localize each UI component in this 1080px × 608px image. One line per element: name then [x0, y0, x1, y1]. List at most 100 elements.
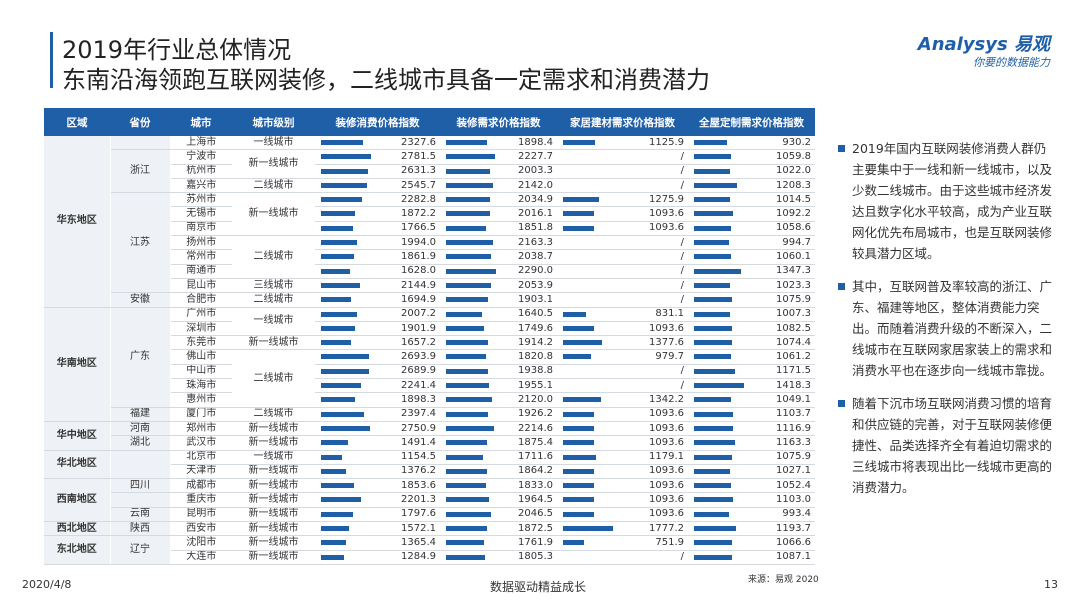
value-text: 1075.9	[776, 451, 811, 463]
index-bar	[446, 240, 494, 246]
value-text: 979.7	[655, 351, 684, 363]
value-cell: 2201.3	[315, 492, 440, 508]
value-text: 1049.1	[776, 393, 811, 405]
value-cell: /	[557, 149, 688, 165]
level-cell: 新一线城市	[232, 421, 315, 437]
value-cell: 1938.8	[440, 364, 557, 380]
value-text: 1766.5	[401, 222, 436, 234]
value-cell: 2781.5	[315, 149, 440, 165]
value-cell: 1058.6	[688, 221, 815, 237]
value-text: /	[680, 236, 684, 248]
index-bar	[694, 325, 733, 331]
title-accent	[50, 32, 53, 88]
table-row: 常州市 1861.9 2038.7 / 1060.1	[44, 249, 815, 265]
index-bar	[694, 254, 732, 260]
region-cell: 华中地区	[44, 421, 111, 451]
region-cell: 华北地区	[44, 450, 111, 480]
column-header: 区域	[44, 108, 110, 136]
value-text: 1093.6	[649, 322, 684, 334]
value-text: 1851.8	[518, 222, 553, 234]
value-cell: 2750.9	[315, 421, 440, 437]
value-cell: 2290.0	[440, 264, 557, 279]
region-cell: 西北地区	[44, 521, 111, 537]
city-cell: 厦门市	[170, 407, 232, 422]
value-cell: 1208.3	[688, 178, 815, 194]
value-text: 1103.0	[776, 494, 811, 506]
value-cell: 2007.2	[315, 307, 440, 322]
value-text: 1898.4	[518, 136, 553, 148]
index-bar	[446, 511, 491, 517]
index-bar	[563, 497, 594, 503]
value-text: 1082.5	[776, 322, 811, 334]
table-row: 扬州市 二线城市 1994.0 2163.3 / 994.7	[44, 235, 815, 279]
page-number: 13	[1044, 578, 1058, 591]
index-bar	[694, 540, 732, 546]
city-cell: 宁波市	[170, 149, 232, 165]
value-text: 1377.6	[649, 336, 684, 348]
value-cell: 1154.5	[315, 450, 440, 465]
province-cell	[110, 136, 171, 151]
value-cell: /	[557, 235, 688, 251]
index-bar	[321, 440, 348, 446]
index-bar	[563, 325, 594, 331]
index-bar	[446, 168, 490, 174]
index-bar	[446, 540, 485, 546]
value-cell: 1023.3	[688, 278, 815, 294]
index-bar	[446, 483, 487, 489]
index-bar	[563, 197, 599, 203]
value-cell: 2003.3	[440, 164, 557, 179]
index-bar	[563, 526, 613, 532]
note: 其中，互联网普及率较高的浙江、广东、福建等地区，整体消费能力突出。而随着消费升级…	[838, 276, 1053, 381]
value-text: 2144.9	[401, 279, 436, 291]
index-bar	[446, 411, 489, 417]
value-cell: 1093.6	[557, 478, 688, 494]
index-bar	[321, 383, 362, 389]
value-text: 1103.7	[776, 408, 811, 420]
value-cell: 1914.2	[440, 335, 557, 351]
value-cell: 1797.6	[315, 507, 440, 523]
value-text: 1092.2	[776, 208, 811, 220]
level-cell: 二线城市	[232, 178, 315, 194]
city-cell: 珠海市	[170, 378, 232, 394]
city-cell: 沈阳市	[170, 535, 232, 551]
value-text: 1093.6	[649, 208, 684, 220]
value-cell: 1022.0	[688, 164, 815, 179]
level-cell: 新一线城市	[232, 492, 315, 508]
value-cell: 2282.8	[315, 192, 440, 208]
value-cell: 1347.3	[688, 264, 815, 279]
index-bar	[321, 240, 357, 246]
value-cell: 2046.5	[440, 507, 557, 523]
index-bar	[446, 397, 493, 403]
value-text: 2282.8	[401, 193, 436, 205]
value-cell: 1116.9	[688, 421, 815, 437]
value-cell: 2327.6	[315, 136, 440, 151]
value-cell: 1059.8	[688, 149, 815, 165]
index-bar	[694, 140, 727, 145]
value-text: 2038.7	[518, 251, 553, 263]
value-text: 1093.6	[649, 422, 684, 434]
value-cell: 1853.6	[315, 478, 440, 494]
index-bar	[694, 511, 730, 517]
table-row: 南通市 1628.0 2290.0 / 1347.3	[44, 264, 815, 279]
value-cell: 1275.9	[557, 192, 688, 208]
value-text: 2693.9	[401, 351, 436, 363]
value-cell: 930.2	[688, 136, 815, 151]
column-header: 城市	[170, 108, 232, 136]
index-bar	[446, 368, 489, 374]
index-bar	[446, 454, 484, 460]
index-bar	[694, 383, 744, 389]
value-cell: 1418.3	[688, 378, 815, 394]
value-cell: 2016.1	[440, 206, 557, 222]
province-cell: 陕西	[110, 521, 171, 537]
index-bar	[446, 554, 486, 560]
level-cell: 一线城市	[232, 307, 315, 337]
level-cell: 三线城市	[232, 278, 315, 294]
index-bar	[563, 483, 594, 489]
index-bar	[694, 154, 732, 160]
value-text: 1872.5	[518, 522, 553, 534]
value-cell: 2038.7	[440, 249, 557, 265]
value-text: 1193.7	[776, 522, 811, 534]
value-text: 1284.9	[401, 551, 436, 563]
index-bar	[694, 297, 732, 303]
value-text: 1087.1	[776, 551, 811, 563]
